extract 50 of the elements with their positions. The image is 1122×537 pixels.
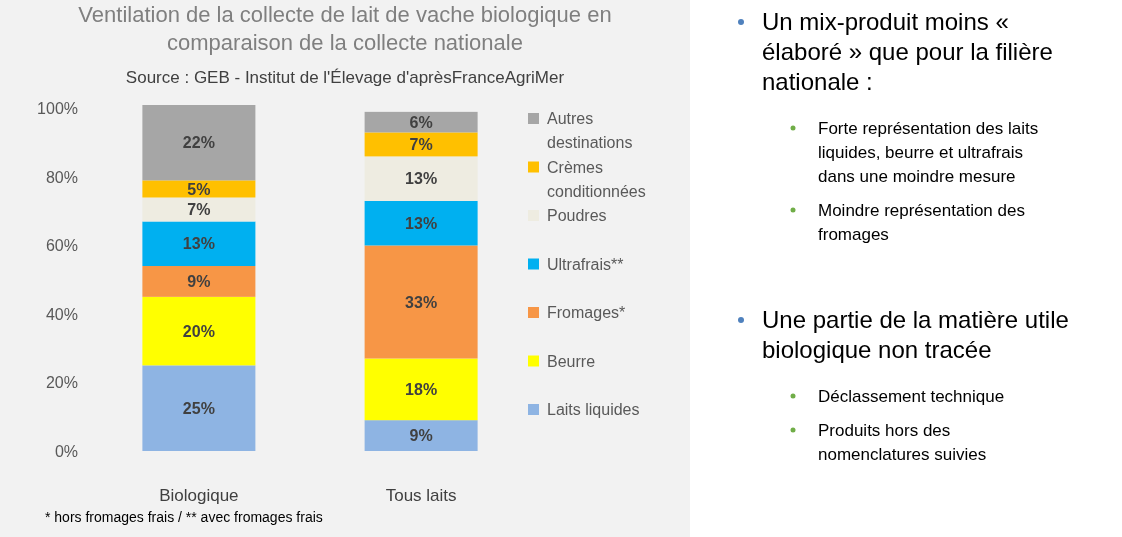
bar <box>142 221 256 267</box>
y-tick-label: 100% <box>37 100 78 118</box>
data-label: 9% <box>409 427 433 445</box>
data-label: 7% <box>409 136 433 153</box>
data-label: 5% <box>187 180 211 198</box>
legend-label: Poudres <box>547 207 607 224</box>
text: Une partie de la matière utile biologique non tracée <box>762 306 1069 363</box>
legend-label: Autres destinations <box>547 110 633 151</box>
x-tick-label: Biologique <box>159 486 239 505</box>
data-label: 9% <box>187 273 211 291</box>
bar <box>364 132 478 157</box>
bar <box>364 245 478 359</box>
bar <box>142 365 256 451</box>
text: Déclassement technique <box>818 387 1005 406</box>
y-tick-label: 20% <box>45 374 78 392</box>
text: Un mix-produit moins « élaboré » que pour la filière nationale : <box>762 8 1053 95</box>
bar <box>142 197 256 222</box>
data-label: 33% <box>405 293 438 311</box>
data-label: 22% <box>182 134 215 152</box>
bar <box>364 420 478 451</box>
chart-title: Ventilation de la collecte de lait de vache biologique en comparaison de la collecte nationale <box>78 2 612 55</box>
bar <box>142 105 256 181</box>
bar <box>364 358 478 421</box>
bar <box>142 296 256 366</box>
legend-label: Beurre <box>547 352 596 370</box>
text: Moindre représentation des fromages <box>818 201 1025 244</box>
text: * hors fromages frais / ** avec fromages frais <box>45 509 323 525</box>
bar <box>364 156 478 201</box>
data-label: 25% <box>182 399 215 417</box>
data-label: 18% <box>405 380 438 398</box>
chart-subtitle: Source : GEB - Institut de l'Élevage d'aprèsFranceAgriMer <box>125 68 565 87</box>
legend-label: Crèmes conditionnées <box>547 158 646 200</box>
bar <box>142 266 256 297</box>
legend-label: Ultrafrais** <box>547 255 624 273</box>
text: Forte représentation des laits liquides, beurre et ultrafrais dans une moindre mesure <box>818 119 1039 186</box>
y-tick-label: 0% <box>54 442 78 460</box>
legend-label: Fromages* <box>547 304 626 321</box>
data-label: 13% <box>405 170 438 188</box>
data-label: 20% <box>182 322 215 340</box>
data-label: 7% <box>187 201 211 219</box>
y-tick-label: 80% <box>45 168 78 186</box>
y-tick-label: 40% <box>45 305 78 323</box>
y-tick-label: 60% <box>45 237 78 255</box>
legend-label: Laits liquides <box>547 401 640 418</box>
data-label: 6% <box>409 113 433 131</box>
x-tick-label: Tous laits <box>385 486 457 505</box>
bar <box>364 200 478 246</box>
text: Produits hors des nomenclatures suivies <box>818 421 987 464</box>
data-label: 13% <box>405 214 438 232</box>
data-label: 13% <box>182 235 215 253</box>
